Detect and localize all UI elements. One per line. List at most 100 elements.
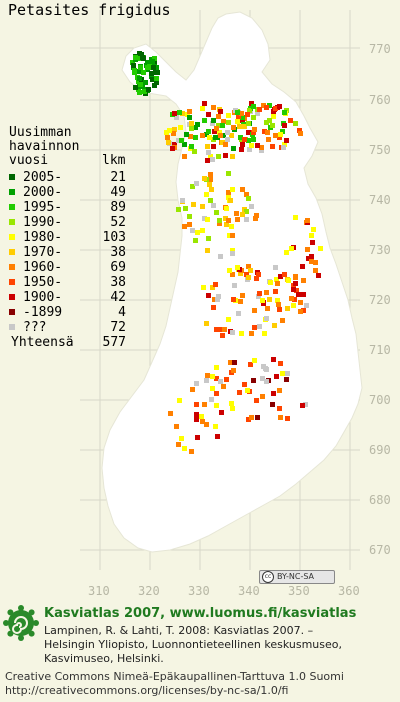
observation-square bbox=[218, 133, 223, 138]
observation-square bbox=[182, 224, 187, 229]
legend-count-header: lkm bbox=[102, 153, 126, 168]
observation-square bbox=[213, 282, 218, 287]
legend-heading-2: havainnon bbox=[9, 139, 80, 154]
observation-square bbox=[223, 153, 228, 158]
observation-square bbox=[207, 182, 212, 187]
observation-square bbox=[265, 306, 270, 311]
observation-square bbox=[230, 233, 235, 238]
observation-square bbox=[146, 87, 151, 92]
observation-square bbox=[216, 154, 221, 159]
observation-square bbox=[217, 218, 222, 223]
legend-swatch bbox=[9, 249, 15, 255]
observation-square bbox=[240, 293, 245, 298]
observation-square bbox=[220, 123, 225, 128]
observation-square bbox=[137, 90, 142, 95]
observation-square bbox=[244, 272, 249, 277]
observation-square bbox=[229, 133, 234, 138]
observation-square bbox=[130, 60, 135, 65]
legend-swatch bbox=[9, 204, 15, 210]
observation-square bbox=[172, 142, 177, 147]
citation-line-3: Kasvimuseo, Helsinki. bbox=[44, 652, 164, 665]
y-tick: 690 bbox=[369, 443, 391, 457]
observation-square bbox=[271, 114, 276, 119]
observation-square bbox=[208, 172, 213, 177]
observation-square bbox=[248, 268, 253, 273]
observation-square bbox=[226, 195, 231, 200]
cc-license-badge[interactable]: cc BY-NC-SA bbox=[259, 570, 335, 584]
observation-square bbox=[230, 330, 235, 335]
observation-square bbox=[149, 71, 154, 76]
observation-square bbox=[284, 377, 289, 382]
observation-square bbox=[276, 302, 281, 307]
observation-square bbox=[267, 118, 272, 123]
observation-square bbox=[194, 417, 199, 422]
observation-square bbox=[228, 198, 233, 203]
observation-square bbox=[300, 403, 305, 408]
observation-points bbox=[130, 51, 323, 454]
observation-square bbox=[316, 273, 321, 278]
observation-square bbox=[187, 214, 192, 219]
observation-square bbox=[298, 300, 303, 305]
observation-square bbox=[218, 379, 223, 384]
observation-square bbox=[226, 120, 231, 125]
observation-square bbox=[145, 60, 150, 65]
observation-square bbox=[246, 196, 251, 201]
legend-swatch bbox=[9, 189, 15, 195]
legend-row: 1970- 38 bbox=[9, 245, 126, 260]
observation-square bbox=[187, 109, 192, 114]
observation-square bbox=[221, 384, 226, 389]
observation-square bbox=[238, 135, 243, 140]
observation-square bbox=[278, 132, 283, 137]
observation-square bbox=[202, 118, 207, 123]
observation-square bbox=[270, 144, 275, 149]
citation-line-1: Lampinen, R. & Lahti, T. 2008: Kasviatla… bbox=[44, 624, 314, 637]
legend-total-count: 577 bbox=[102, 335, 126, 350]
legend-count: 42 bbox=[110, 290, 126, 305]
y-tick: 700 bbox=[369, 393, 391, 407]
observation-square bbox=[285, 306, 290, 311]
kasviatlas-link[interactable]: Kasviatlas 2007, www.luomus.fi/kasviatla… bbox=[44, 606, 357, 621]
observation-square bbox=[206, 236, 211, 241]
observation-square bbox=[214, 391, 219, 396]
observation-square bbox=[244, 192, 249, 197]
observation-square bbox=[154, 80, 159, 85]
observation-square bbox=[239, 147, 244, 152]
legend-count: 89 bbox=[110, 200, 126, 215]
observation-square bbox=[201, 285, 206, 290]
observation-square bbox=[205, 373, 210, 378]
observation-square bbox=[277, 104, 282, 109]
observation-square bbox=[252, 127, 257, 132]
legend-row: 1990- 52 bbox=[9, 215, 126, 230]
observation-square bbox=[230, 406, 235, 411]
observation-square bbox=[152, 56, 157, 61]
observation-square bbox=[260, 394, 265, 399]
x-tick: 320 bbox=[138, 584, 160, 598]
observation-square bbox=[206, 293, 211, 298]
observation-square bbox=[235, 217, 240, 222]
observation-square bbox=[274, 277, 279, 282]
observation-square bbox=[200, 133, 205, 138]
observation-square bbox=[189, 121, 194, 126]
distribution-map bbox=[80, 10, 363, 570]
observation-square bbox=[202, 402, 207, 407]
observation-square bbox=[257, 291, 262, 296]
observation-square bbox=[289, 246, 294, 251]
observation-square bbox=[172, 111, 177, 116]
observation-square bbox=[301, 308, 306, 313]
observation-square bbox=[230, 154, 235, 159]
observation-square bbox=[167, 128, 172, 133]
observation-square bbox=[195, 230, 200, 235]
license-url[interactable]: http://creativecommons.org/licenses/by-n… bbox=[5, 684, 289, 697]
cc-icon: cc bbox=[262, 571, 274, 583]
observation-square bbox=[313, 268, 318, 273]
observation-square bbox=[210, 374, 215, 379]
observation-square bbox=[272, 323, 277, 328]
observation-square bbox=[294, 288, 299, 293]
y-tick: 760 bbox=[369, 93, 391, 107]
observation-square bbox=[309, 233, 314, 238]
observation-square bbox=[216, 123, 221, 128]
observation-square bbox=[136, 69, 141, 74]
observation-square bbox=[257, 324, 262, 329]
observation-square bbox=[306, 256, 311, 261]
observation-square bbox=[225, 130, 230, 135]
